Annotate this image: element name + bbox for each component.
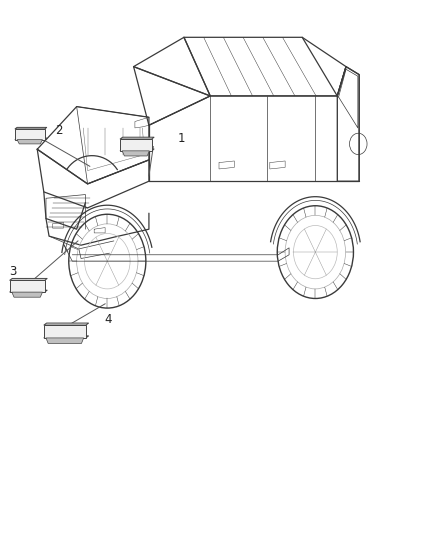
Polygon shape: [15, 138, 47, 140]
Polygon shape: [15, 129, 45, 140]
Polygon shape: [10, 280, 45, 292]
Polygon shape: [10, 278, 47, 280]
Polygon shape: [17, 140, 42, 144]
Polygon shape: [44, 323, 88, 325]
Polygon shape: [122, 151, 149, 156]
Polygon shape: [46, 338, 84, 343]
Text: 2: 2: [55, 124, 63, 136]
Polygon shape: [120, 139, 152, 151]
Text: 3: 3: [10, 265, 17, 278]
Text: 1: 1: [178, 132, 186, 145]
Polygon shape: [44, 336, 88, 338]
Polygon shape: [12, 292, 42, 297]
Polygon shape: [44, 325, 86, 338]
Polygon shape: [120, 149, 154, 151]
Polygon shape: [15, 127, 47, 129]
Polygon shape: [120, 137, 154, 139]
Polygon shape: [10, 290, 47, 292]
Text: 4: 4: [105, 313, 113, 326]
